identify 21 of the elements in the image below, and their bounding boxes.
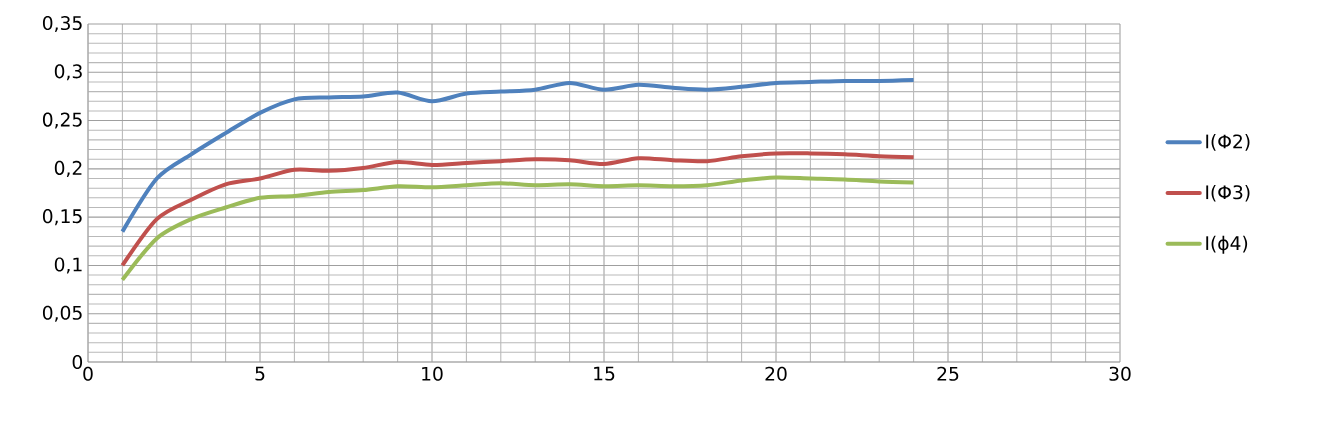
y-tick-label: 0,3	[54, 64, 82, 81]
y-tick-label: 0	[72, 354, 83, 370]
y-tick-label: 0,1	[54, 257, 82, 274]
line-series	[120, 78, 916, 234]
legend-label: I(Φ3)	[1206, 184, 1250, 202]
x-tick-label: 0	[83, 366, 93, 381]
x-tick-label: 15	[594, 366, 615, 381]
y-tick-label: 0,15	[42, 209, 82, 226]
legend-label: I(Φ2)	[1206, 134, 1250, 151]
x-tick-label: 5	[255, 366, 265, 381]
y-tick-label: 0,2	[54, 160, 82, 177]
y-tick-label: 0,25	[42, 112, 82, 129]
y-tick-label: 0,35	[42, 15, 82, 33]
x-tick-label: 20	[765, 366, 787, 381]
line-series	[120, 175, 916, 282]
x-tick-label: 25	[937, 366, 959, 381]
x-tick-label: 30	[1109, 366, 1131, 381]
x-tick-label: 10	[422, 366, 443, 381]
line-series	[120, 151, 916, 268]
y-tick-label: 0,05	[42, 305, 82, 322]
legend-label: I(ϕ4)	[1206, 235, 1248, 254]
